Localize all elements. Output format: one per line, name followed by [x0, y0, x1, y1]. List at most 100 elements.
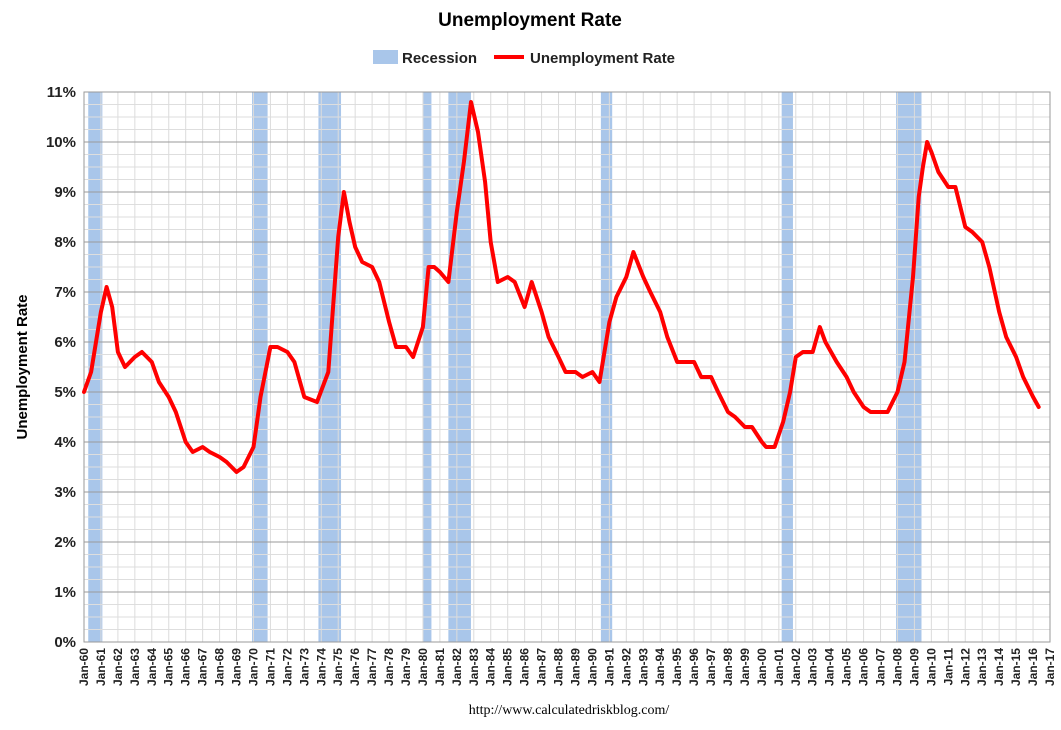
unemployment-point: [590, 370, 594, 374]
unemployment-point: [421, 325, 425, 329]
x-tick-label: Jan-65: [162, 648, 176, 686]
unemployment-point: [709, 375, 713, 379]
unemployment-point: [781, 420, 785, 424]
x-tick-label: Jan-64: [145, 648, 159, 686]
unemployment-point: [157, 380, 161, 384]
unemployment-point: [455, 210, 459, 214]
unemployment-point: [903, 360, 907, 364]
x-tick-label: Jan-97: [704, 648, 718, 686]
unemployment-point: [191, 450, 195, 454]
unemployment-point: [268, 345, 272, 349]
unemployment-point: [394, 345, 398, 349]
unemployment-point: [773, 445, 777, 449]
unemployment-point: [184, 440, 188, 444]
unemployment-point: [387, 320, 391, 324]
unemployment-point: [581, 375, 585, 379]
unemployment-point: [564, 370, 568, 374]
unemployment-point: [1031, 395, 1035, 399]
x-tick-label: Jan-17: [1043, 648, 1057, 686]
x-tick-label: Jan-74: [314, 648, 328, 686]
x-tick-label: Jan-01: [772, 648, 786, 686]
unemployment-point: [811, 350, 815, 354]
unemployment-point: [110, 305, 114, 309]
unemployment-point: [987, 265, 991, 269]
unemployment-point: [483, 180, 487, 184]
y-tick-label: 4%: [54, 434, 76, 451]
unemployment-point: [105, 285, 109, 289]
unemployment-point: [326, 370, 330, 374]
unemployment-point: [1037, 405, 1041, 409]
unemployment-point: [292, 360, 296, 364]
unemployment-point: [607, 320, 611, 324]
y-tick-label: 7%: [54, 284, 76, 301]
unemployment-point: [315, 400, 319, 404]
unemployment-point: [259, 395, 263, 399]
x-tick-label: Jan-02: [789, 648, 803, 686]
x-tick-label: Jan-99: [738, 648, 752, 686]
unemployment-point: [82, 390, 86, 394]
x-tick-label: Jan-60: [77, 648, 91, 686]
unemployment-point: [547, 335, 551, 339]
unemployment-point: [99, 310, 103, 314]
x-tick-label: Jan-13: [975, 648, 989, 686]
plot-area-border: [83, 91, 1051, 643]
unemployment-point: [218, 455, 222, 459]
unemployment-point: [801, 350, 805, 354]
unemployment-point: [1004, 335, 1008, 339]
y-tick-label: 9%: [54, 184, 76, 201]
x-tick-label: Jan-76: [348, 648, 362, 686]
unemployment-point: [1021, 375, 1025, 379]
unemployment-point: [302, 395, 306, 399]
unemployment-point: [336, 235, 340, 239]
unemployment-point: [360, 260, 364, 264]
unemployment-point: [835, 360, 839, 364]
unemployment-point: [862, 405, 866, 409]
unemployment-point: [823, 340, 827, 344]
unemployment-point: [348, 220, 352, 224]
unemployment-point: [469, 100, 473, 104]
unemployment-point: [980, 240, 984, 244]
x-tick-label: Jan-09: [907, 648, 921, 686]
unemployment-point: [489, 240, 493, 244]
unemployment-point: [692, 360, 696, 364]
unemployment-point: [648, 290, 652, 294]
unemployment-point: [675, 360, 679, 364]
unemployment-point: [699, 375, 703, 379]
unemployment-point: [733, 415, 737, 419]
x-tick-label: Jan-07: [874, 648, 888, 686]
unemployment-point: [353, 245, 357, 249]
x-tick-label: Jan-06: [857, 648, 871, 686]
legend-recession-swatch: [373, 50, 398, 64]
x-tick-label: Jan-85: [501, 648, 515, 686]
x-tick-label: Jan-61: [94, 648, 108, 686]
unemployment-point: [953, 185, 957, 189]
x-tick-label: Jan-00: [755, 648, 769, 686]
unemployment-point: [557, 355, 561, 359]
unemployment-point: [845, 375, 849, 379]
unemployment-point: [446, 280, 450, 284]
unemployment-point: [275, 345, 279, 349]
x-tick-label: Jan-08: [890, 648, 904, 686]
x-tick-label: Jan-86: [518, 648, 532, 686]
unemployment-point: [886, 410, 890, 414]
x-tick-label: Jan-70: [246, 648, 260, 686]
x-tick-label: Jan-81: [433, 648, 447, 686]
unemployment-point: [997, 310, 1001, 314]
x-tick-label: Jan-82: [450, 648, 464, 686]
unemployment-point: [225, 460, 229, 464]
x-tick-label: Jan-84: [484, 648, 498, 686]
x-tick-label: Jan-73: [297, 648, 311, 686]
x-tick-label: Jan-04: [823, 648, 837, 686]
unemployment-point: [716, 390, 720, 394]
unemployment-point: [895, 390, 899, 394]
unemployment-point: [760, 440, 764, 444]
unemployment-point: [624, 275, 628, 279]
unemployment-point: [427, 265, 431, 269]
y-axis-tick-labels: 0% 1% 2% 3% 4% 5% 6% 7% 8% 9% 10% 11%: [46, 84, 76, 651]
unemployment-point: [438, 270, 442, 274]
x-tick-label: Jan-92: [619, 648, 633, 686]
x-tick-label: Jan-79: [399, 648, 413, 686]
y-tick-label: 3%: [54, 484, 76, 501]
x-tick-label: Jan-94: [653, 648, 667, 686]
